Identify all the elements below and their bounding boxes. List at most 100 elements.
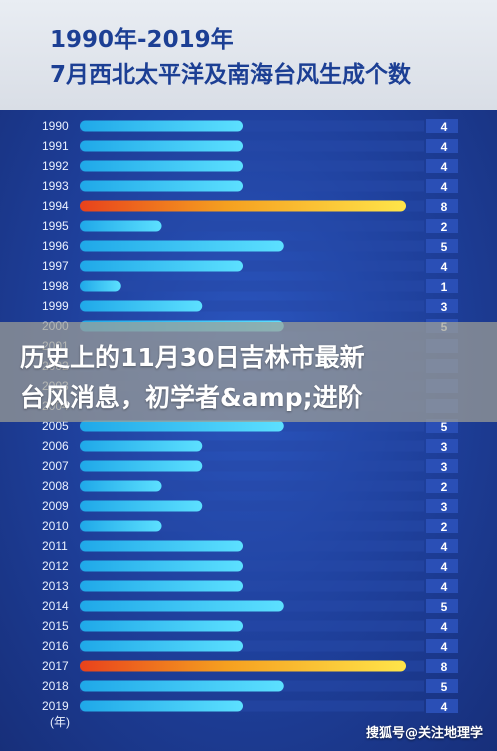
bar — [80, 480, 162, 492]
value-box — [426, 699, 458, 713]
bar-track — [80, 440, 424, 452]
data-label: 2 — [441, 480, 448, 494]
value-box — [426, 419, 458, 433]
bar — [80, 560, 243, 572]
data-label: 3 — [441, 460, 448, 474]
bar — [80, 620, 243, 632]
data-label: 4 — [441, 120, 448, 134]
axis-unit-label: (年) — [50, 715, 70, 729]
bar — [80, 520, 162, 532]
y-tick-label: 2012 — [42, 559, 69, 573]
value-box — [426, 219, 458, 233]
bar-track — [80, 580, 424, 592]
y-tick-label: 2014 — [42, 599, 69, 613]
bar-track — [80, 180, 424, 192]
value-box — [426, 619, 458, 633]
bar — [80, 260, 243, 272]
data-label: 4 — [441, 140, 448, 154]
bar-track — [80, 520, 424, 532]
data-label: 5 — [441, 600, 448, 614]
value-box — [426, 179, 458, 193]
data-label: 8 — [441, 660, 448, 674]
bar — [80, 500, 203, 512]
data-label: 5 — [441, 680, 448, 694]
y-tick-label: 2005 — [42, 419, 69, 433]
bar-track — [80, 700, 424, 712]
bar-track — [80, 620, 424, 632]
bar — [80, 700, 243, 712]
value-box — [426, 259, 458, 273]
bar — [80, 280, 121, 292]
bar-track — [80, 480, 424, 492]
value-box — [426, 199, 458, 213]
bar — [80, 680, 284, 692]
bar-track — [80, 460, 424, 472]
bar-track — [80, 500, 424, 512]
bar-track — [80, 280, 424, 292]
value-box — [426, 599, 458, 613]
data-label: 4 — [441, 640, 448, 654]
bar-track — [80, 560, 424, 572]
y-tick-label: 2017 — [42, 659, 69, 673]
data-label: 5 — [441, 240, 448, 254]
data-label: 3 — [441, 440, 448, 454]
data-label: 4 — [441, 580, 448, 594]
chart-header: 1990年-2019年 7月西北太平洋及南海台风生成个数 — [0, 0, 497, 110]
bar-track — [80, 120, 424, 132]
bar-track — [80, 220, 424, 232]
value-box — [426, 119, 458, 133]
data-label: 4 — [441, 700, 448, 714]
y-tick-label: 2013 — [42, 579, 69, 593]
bar — [80, 660, 406, 672]
y-tick-label: 2010 — [42, 519, 69, 533]
data-label: 4 — [441, 160, 448, 174]
value-box — [426, 679, 458, 693]
headline-line1: 历史上的11月30日吉林市最新 — [20, 343, 365, 372]
y-tick-label: 1993 — [42, 179, 69, 193]
bar-track — [80, 540, 424, 552]
chart-title-line2: 7月西北太平洋及南海台风生成个数 — [50, 62, 412, 88]
value-box — [426, 499, 458, 513]
bar — [80, 600, 284, 612]
value-box — [426, 659, 458, 673]
source-watermark: 搜狐号@关注地理学 — [365, 726, 483, 741]
value-box — [426, 279, 458, 293]
y-tick-label: 1994 — [42, 199, 69, 213]
data-label: 5 — [441, 420, 448, 434]
bar — [80, 160, 243, 172]
bar — [80, 120, 243, 132]
bar — [80, 540, 243, 552]
data-label: 4 — [441, 540, 448, 554]
value-box — [426, 459, 458, 473]
headline-overlay: 历史上的11月30日吉林市最新 台风消息，初学者&amp;进阶 — [0, 322, 497, 422]
data-label: 8 — [441, 200, 448, 214]
data-label: 1 — [441, 280, 448, 294]
value-box — [426, 159, 458, 173]
bar-track — [80, 300, 424, 312]
data-label: 4 — [441, 620, 448, 634]
y-tick-label: 1995 — [42, 219, 69, 233]
y-tick-label: 1999 — [42, 299, 69, 313]
y-tick-label: 2016 — [42, 639, 69, 653]
y-tick-label: 2018 — [42, 679, 69, 693]
bar-track — [80, 640, 424, 652]
bar — [80, 220, 162, 232]
bar-track — [80, 160, 424, 172]
y-tick-label: 1992 — [42, 159, 69, 173]
data-label: 3 — [441, 500, 448, 514]
bar — [80, 420, 284, 432]
value-box — [426, 579, 458, 593]
y-tick-label: 1997 — [42, 259, 69, 273]
bar — [80, 580, 243, 592]
value-box — [426, 519, 458, 533]
y-tick-label: 2019 — [42, 699, 69, 713]
bar — [80, 300, 203, 312]
data-label: 2 — [441, 220, 448, 234]
value-box — [426, 639, 458, 653]
value-box — [426, 559, 458, 573]
y-tick-label: 1998 — [42, 279, 69, 293]
value-box — [426, 139, 458, 153]
chart-title-line1: 1990年-2019年 — [50, 27, 234, 53]
value-box — [426, 299, 458, 313]
bar-track — [80, 140, 424, 152]
